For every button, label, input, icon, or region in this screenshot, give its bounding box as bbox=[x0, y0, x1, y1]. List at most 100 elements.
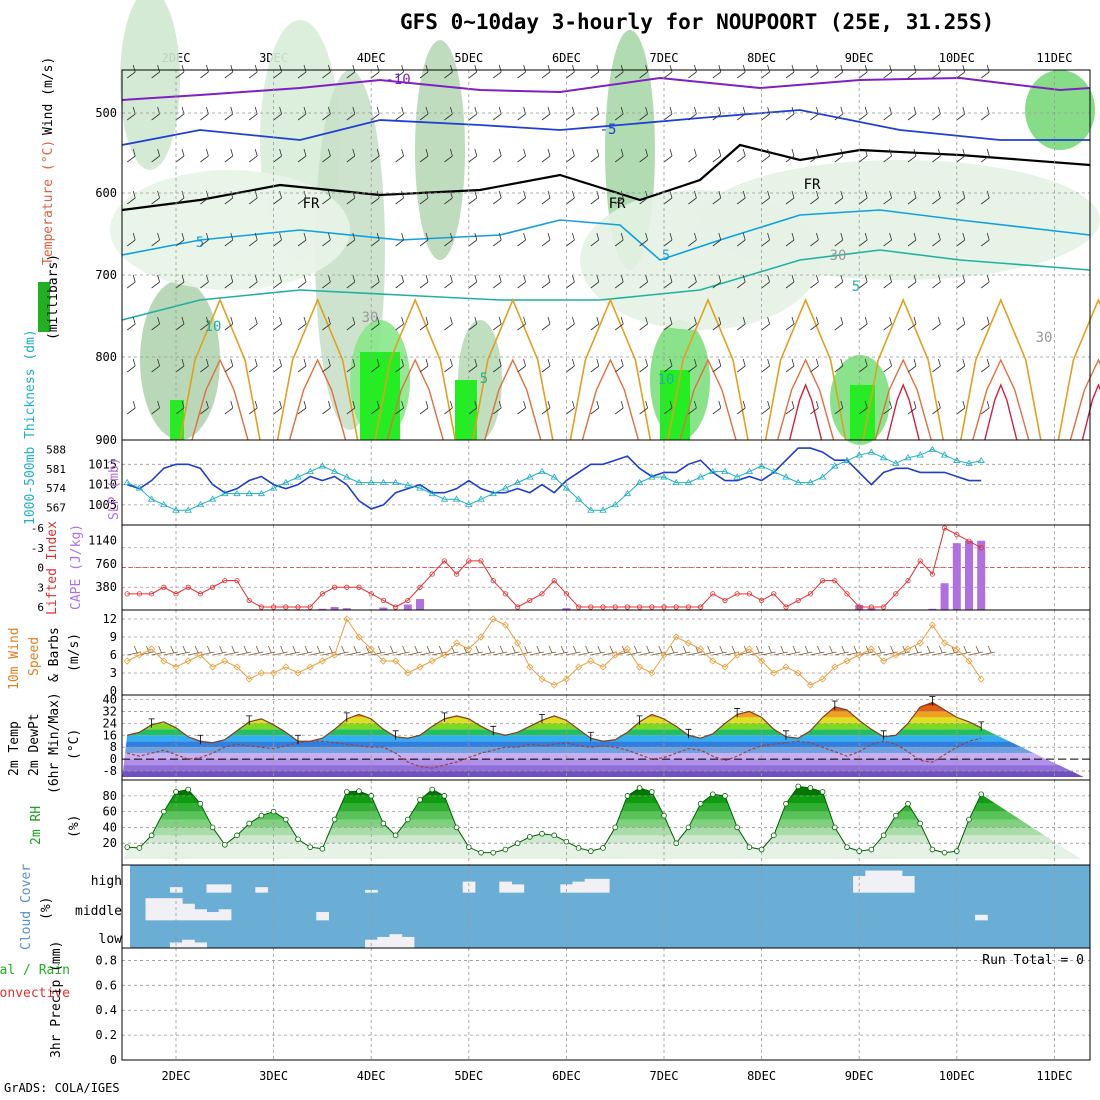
wind-barb bbox=[248, 232, 258, 247]
li-point bbox=[258, 604, 264, 610]
surface-wind-barb bbox=[285, 645, 300, 656]
surface-wind-barb bbox=[541, 645, 557, 656]
wind-speed-point bbox=[611, 651, 619, 659]
surface-wind-barb bbox=[749, 645, 764, 656]
rh-point bbox=[282, 816, 289, 823]
thickness-point bbox=[977, 456, 985, 463]
precip-ytick: 0.8 bbox=[95, 953, 117, 967]
wind-speed-point bbox=[343, 615, 351, 623]
wind-barb bbox=[932, 400, 941, 415]
wind-speed-point bbox=[867, 645, 875, 653]
wind-barb bbox=[419, 358, 429, 373]
wind-speed-point bbox=[440, 651, 448, 659]
li-line bbox=[127, 527, 982, 608]
wind-barb bbox=[297, 316, 307, 331]
day-label-bottom: 3DEC bbox=[259, 1069, 288, 1083]
cloud-level-label: high bbox=[91, 874, 122, 889]
wind-barb bbox=[663, 316, 673, 331]
wind-barb bbox=[517, 274, 526, 289]
rh-point bbox=[380, 820, 387, 827]
wind-barb bbox=[541, 400, 551, 415]
li-point bbox=[880, 604, 887, 610]
wind-barb bbox=[248, 64, 258, 79]
li-point bbox=[807, 591, 814, 597]
thickness-point bbox=[221, 489, 229, 497]
dewpoint-line bbox=[127, 737, 982, 769]
rh-point bbox=[343, 789, 350, 795]
wind-barb bbox=[322, 148, 331, 163]
wind-barb bbox=[151, 190, 160, 205]
wind-barb bbox=[639, 316, 648, 331]
wind-barb bbox=[883, 148, 892, 163]
wind-barb bbox=[663, 148, 673, 163]
wind-barb bbox=[444, 190, 453, 205]
thickness-point bbox=[160, 500, 168, 508]
wind-barb bbox=[395, 358, 404, 373]
rh-point bbox=[722, 793, 728, 799]
wind-barb bbox=[566, 232, 575, 247]
wind-barb bbox=[932, 358, 941, 373]
wind-speed-point bbox=[123, 657, 131, 665]
temp-line bbox=[127, 701, 982, 744]
isotherm-diurnal bbox=[776, 358, 835, 441]
li-point bbox=[771, 591, 777, 597]
temp-minmax-bar bbox=[587, 731, 594, 742]
wind-barb bbox=[224, 232, 234, 247]
surface-wind-barb bbox=[724, 645, 740, 656]
li-point bbox=[453, 571, 460, 577]
rh-point bbox=[258, 812, 265, 819]
temp-minmax-bar bbox=[295, 734, 301, 745]
wind-barb bbox=[907, 64, 917, 79]
cloud-cell-high bbox=[206, 884, 220, 893]
wind-barb bbox=[370, 106, 380, 121]
rh-point bbox=[502, 846, 509, 853]
surface-wind-barb bbox=[407, 645, 422, 656]
wind-speed-point bbox=[270, 669, 278, 677]
surface-wind-barb bbox=[932, 645, 947, 656]
wind-barb bbox=[517, 316, 526, 331]
thickness-point bbox=[733, 473, 741, 480]
surface-wind-barb bbox=[529, 645, 544, 656]
wind-barb bbox=[614, 190, 624, 205]
wind-barb bbox=[590, 400, 600, 415]
li-point bbox=[490, 578, 496, 584]
wind10-units-label: (m/s) bbox=[67, 633, 82, 672]
rh-legend-swatch bbox=[38, 282, 50, 332]
rh-point bbox=[953, 848, 960, 854]
surface-wind-barb bbox=[907, 645, 923, 656]
rh-color-band bbox=[122, 819, 1090, 828]
rh-point bbox=[270, 808, 277, 815]
thickness-point bbox=[135, 484, 144, 491]
wind-speed-point bbox=[172, 663, 180, 671]
rh-point bbox=[844, 844, 850, 850]
rh-color-band bbox=[122, 795, 1090, 804]
li-point bbox=[478, 558, 484, 564]
wind-barb bbox=[492, 148, 502, 163]
surface-wind-barb bbox=[676, 645, 691, 656]
wind-barb bbox=[932, 64, 941, 79]
wind-barb bbox=[126, 190, 136, 205]
surface-wind-barb bbox=[773, 645, 788, 656]
wind-barb bbox=[126, 274, 136, 289]
wind-barb bbox=[590, 358, 600, 373]
wind-barb bbox=[907, 274, 917, 289]
li-point bbox=[551, 578, 557, 584]
li-point bbox=[697, 604, 704, 610]
rh-point bbox=[661, 812, 667, 819]
temp-color-band bbox=[122, 711, 1090, 718]
wind-barb bbox=[736, 106, 746, 121]
wind-barb bbox=[273, 232, 282, 247]
rh-point bbox=[673, 840, 679, 847]
wind-speed-point bbox=[209, 663, 217, 671]
cloud-cell-low bbox=[194, 942, 207, 948]
rh-point bbox=[331, 816, 338, 823]
li-point bbox=[124, 591, 130, 597]
isotherm-5-upper bbox=[121, 209, 1091, 261]
wind-barb bbox=[566, 274, 575, 289]
wind-barb bbox=[248, 316, 258, 331]
temp-minmax-bar bbox=[978, 721, 985, 731]
wind-barb bbox=[468, 274, 478, 289]
contour-label: 30 bbox=[362, 310, 379, 326]
wind-barb bbox=[883, 274, 892, 289]
rh-point bbox=[758, 846, 765, 853]
